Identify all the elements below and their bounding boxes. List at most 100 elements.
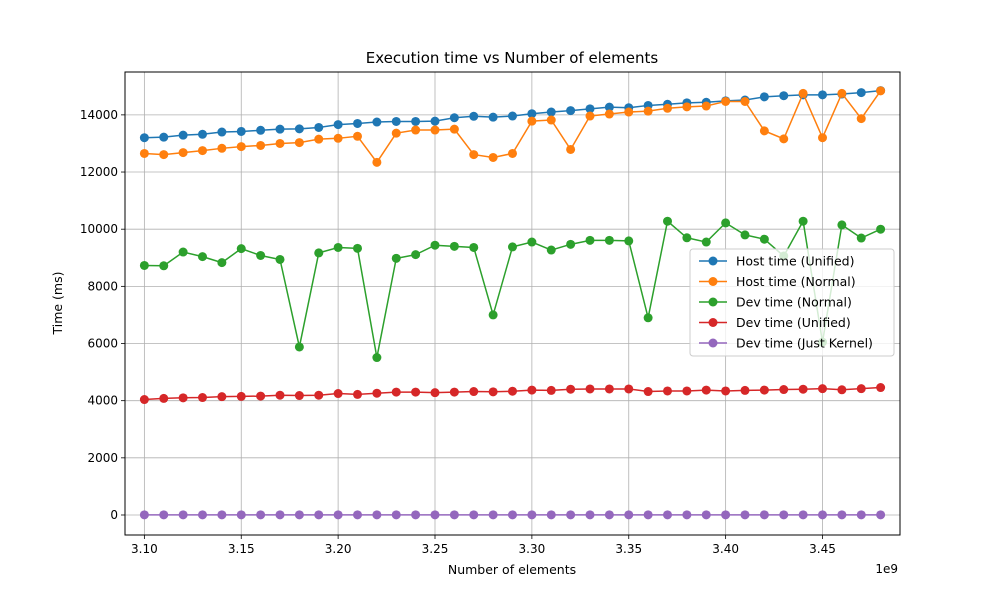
data-point <box>159 150 169 160</box>
data-point <box>469 150 479 160</box>
y-tick-label: 4000 <box>87 394 118 408</box>
data-point <box>585 111 595 121</box>
data-point <box>139 395 149 405</box>
data-point <box>159 393 169 403</box>
legend-marker <box>708 256 718 266</box>
data-point <box>604 384 614 394</box>
data-point <box>643 387 653 397</box>
data-point <box>663 510 672 520</box>
legend-label: Dev time (Normal) <box>736 295 852 310</box>
data-point <box>294 342 304 352</box>
data-point <box>159 510 169 520</box>
data-point <box>198 510 207 520</box>
data-point <box>643 510 653 520</box>
data-point <box>508 148 517 158</box>
data-point <box>624 236 634 246</box>
data-point <box>527 385 537 395</box>
data-point <box>643 106 653 116</box>
data-point <box>546 115 556 125</box>
legend-item: Dev time (Just Kernel) <box>699 336 873 351</box>
data-point <box>779 134 789 144</box>
data-point <box>449 387 459 397</box>
data-point <box>353 131 362 141</box>
data-point <box>256 250 266 260</box>
legend-marker <box>708 338 718 348</box>
data-point <box>198 146 207 156</box>
data-point <box>837 220 847 230</box>
data-point <box>721 218 731 228</box>
data-point <box>217 127 227 137</box>
data-point <box>411 387 421 397</box>
x-tick-label: 3.10 <box>131 542 158 556</box>
data-point <box>256 391 266 401</box>
data-point <box>391 128 401 138</box>
data-point <box>759 92 769 102</box>
data-point <box>353 389 362 399</box>
data-point <box>294 391 304 401</box>
data-point <box>469 387 479 397</box>
y-tick-label: 2000 <box>87 451 118 465</box>
data-point <box>333 120 343 130</box>
chart-title: Execution time vs Number of elements <box>366 49 659 67</box>
data-point <box>178 393 188 403</box>
data-point <box>585 510 595 520</box>
data-point <box>759 234 769 244</box>
data-point <box>759 510 769 520</box>
data-point <box>798 88 808 98</box>
data-point <box>721 386 731 396</box>
data-point <box>488 510 498 520</box>
data-point <box>333 242 343 252</box>
data-point <box>159 132 169 142</box>
data-point <box>198 129 207 139</box>
data-point <box>217 392 227 402</box>
data-point <box>585 384 595 394</box>
series-4 <box>139 510 886 520</box>
data-point <box>779 385 789 395</box>
y-tick-label: 14000 <box>80 108 118 122</box>
data-point <box>372 510 382 520</box>
data-point <box>198 393 207 403</box>
data-point <box>624 107 634 117</box>
data-point <box>488 387 498 397</box>
data-point <box>604 109 614 119</box>
data-point <box>275 124 285 134</box>
data-point <box>159 261 169 271</box>
data-point <box>876 383 886 393</box>
data-point <box>740 96 750 106</box>
x-tick-label: 3.25 <box>422 542 449 556</box>
series-layer <box>139 86 886 520</box>
data-point <box>779 510 789 520</box>
data-point <box>721 96 731 106</box>
data-point <box>372 353 382 363</box>
data-point <box>566 384 576 394</box>
data-point <box>139 260 149 270</box>
data-point <box>236 244 246 254</box>
data-point <box>585 104 595 114</box>
y-tick-label: 10000 <box>80 222 118 236</box>
legend-item: Dev time (Normal) <box>699 295 852 310</box>
data-point <box>740 230 750 240</box>
data-point <box>294 138 304 148</box>
data-point <box>217 143 227 153</box>
data-point <box>527 237 537 247</box>
data-point <box>546 385 556 395</box>
x-axis: 3.10 3.15 3.20 3.25 3.30 3.35 3.40 3.45 <box>131 535 836 556</box>
data-point <box>353 510 362 520</box>
data-point <box>663 103 672 113</box>
data-point <box>178 148 188 158</box>
legend-marker <box>708 318 718 327</box>
x-tick-label: 3.45 <box>809 542 836 556</box>
data-point <box>411 510 421 520</box>
data-point <box>275 510 285 520</box>
series-3 <box>139 383 886 405</box>
data-point <box>198 252 207 262</box>
data-point <box>256 125 266 135</box>
data-point <box>663 216 672 226</box>
data-point <box>682 386 692 396</box>
data-point <box>566 239 576 249</box>
data-point <box>701 101 711 111</box>
data-point <box>449 241 459 251</box>
data-point <box>546 245 556 255</box>
data-point <box>314 510 324 520</box>
data-point <box>818 133 827 143</box>
